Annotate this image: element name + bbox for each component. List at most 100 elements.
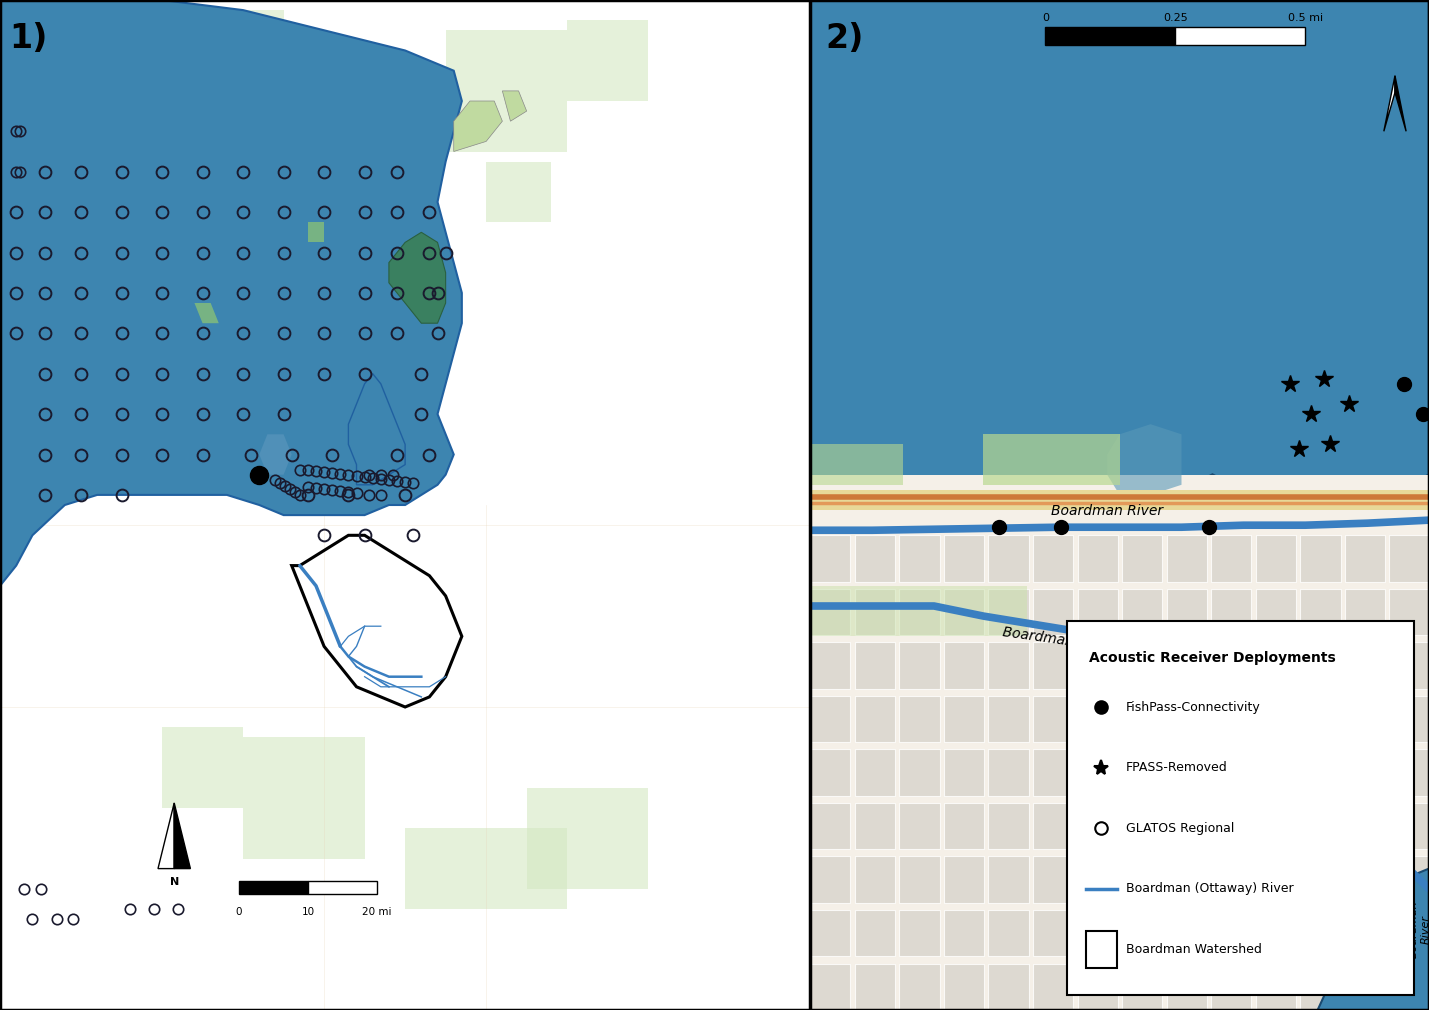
Bar	[1077, 696, 1117, 742]
Bar	[1256, 910, 1296, 956]
Bar	[1033, 589, 1073, 635]
Bar	[1345, 803, 1385, 849]
Polygon shape	[1395, 76, 1406, 131]
Bar	[1033, 910, 1073, 956]
Bar	[81, 10, 283, 81]
Polygon shape	[810, 444, 903, 485]
Bar	[1166, 749, 1208, 796]
Bar	[1256, 749, 1296, 796]
Bar	[1077, 749, 1117, 796]
Bar	[1166, 964, 1208, 1010]
Polygon shape	[1107, 424, 1182, 495]
Bar	[1033, 642, 1073, 689]
Text: 2): 2)	[826, 22, 865, 56]
Bar	[810, 856, 850, 903]
Bar	[945, 749, 985, 796]
Bar	[1033, 964, 1073, 1010]
Bar	[1122, 910, 1162, 956]
Bar	[989, 589, 1029, 635]
Bar	[1256, 964, 1296, 1010]
Bar	[810, 749, 850, 796]
Bar	[1389, 749, 1429, 796]
Bar	[307, 881, 377, 894]
Polygon shape	[174, 803, 190, 869]
Bar	[989, 803, 1029, 849]
Bar	[899, 535, 939, 582]
Bar	[1345, 910, 1385, 956]
Bar	[945, 535, 985, 582]
Bar	[1212, 803, 1252, 849]
Bar	[899, 589, 939, 635]
Bar	[989, 642, 1029, 689]
Bar	[1212, 642, 1252, 689]
Bar	[855, 910, 895, 956]
Polygon shape	[300, 424, 349, 485]
Text: 1): 1)	[10, 22, 49, 56]
Text: Boardman (Ottaway) River: Boardman (Ottaway) River	[1126, 883, 1293, 895]
Bar	[1300, 910, 1340, 956]
Bar	[1122, 589, 1162, 635]
Bar	[243, 737, 364, 858]
Bar	[1389, 642, 1429, 689]
Polygon shape	[194, 303, 219, 323]
Bar	[1300, 535, 1340, 582]
Bar	[527, 788, 649, 889]
Bar	[989, 696, 1029, 742]
Polygon shape	[810, 475, 1429, 1010]
Text: 0: 0	[236, 907, 243, 917]
Polygon shape	[159, 803, 174, 869]
Bar	[1166, 642, 1208, 689]
Bar	[855, 589, 895, 635]
Bar	[1077, 856, 1117, 903]
Bar	[239, 881, 307, 894]
Polygon shape	[454, 101, 503, 152]
Bar	[1122, 964, 1162, 1010]
Bar	[1300, 589, 1340, 635]
Bar	[1389, 856, 1429, 903]
Bar	[1256, 535, 1296, 582]
Bar	[1166, 696, 1208, 742]
Bar	[810, 535, 850, 582]
Bar	[1033, 749, 1073, 796]
Bar	[945, 964, 985, 1010]
Bar	[1077, 589, 1117, 635]
Bar	[1389, 589, 1429, 635]
Text: Boardman
River: Boardman River	[1409, 900, 1429, 958]
Bar	[855, 696, 895, 742]
Bar	[1212, 589, 1252, 635]
Text: Boardman River: Boardman River	[1052, 504, 1163, 518]
Polygon shape	[307, 222, 324, 242]
Text: GLATOS Regional: GLATOS Regional	[1126, 822, 1235, 834]
Text: 0.5 mi: 0.5 mi	[1288, 13, 1323, 23]
Bar	[899, 803, 939, 849]
Bar	[1212, 910, 1252, 956]
Bar	[1166, 589, 1208, 635]
Bar	[1300, 696, 1340, 742]
Bar	[899, 696, 939, 742]
Bar	[855, 856, 895, 903]
Bar	[1212, 696, 1252, 742]
Polygon shape	[259, 434, 292, 475]
Bar	[1033, 535, 1073, 582]
Bar	[1166, 535, 1208, 582]
Bar	[945, 856, 985, 903]
Bar	[1300, 856, 1340, 903]
Bar	[1077, 964, 1117, 1010]
Bar	[810, 964, 850, 1010]
Bar	[1256, 856, 1296, 903]
Bar	[989, 749, 1029, 796]
Bar	[1300, 642, 1340, 689]
Bar	[1389, 696, 1429, 742]
Bar	[567, 20, 649, 101]
Bar	[1389, 535, 1429, 582]
Text: 0.25: 0.25	[1163, 13, 1187, 23]
Bar	[1122, 642, 1162, 689]
Polygon shape	[810, 586, 1027, 636]
Bar	[161, 727, 243, 808]
Bar	[1212, 964, 1252, 1010]
Polygon shape	[1383, 76, 1395, 131]
FancyBboxPatch shape	[1067, 621, 1413, 995]
Bar	[1122, 535, 1162, 582]
Bar	[989, 964, 1029, 1010]
Bar	[945, 910, 985, 956]
